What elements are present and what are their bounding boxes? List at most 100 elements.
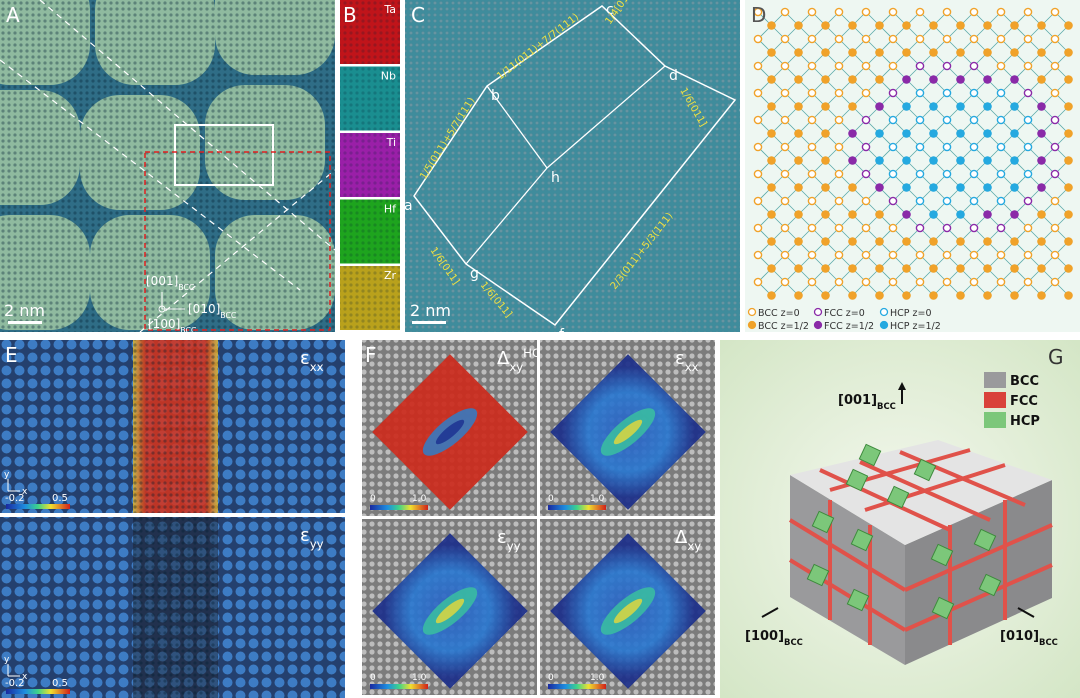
atom — [956, 21, 965, 30]
atom — [969, 250, 979, 260]
atom — [915, 169, 925, 179]
atom — [983, 102, 992, 111]
atom — [915, 223, 925, 233]
direction-label: [010]BCC — [1000, 629, 1058, 647]
direction-label: [010]BCC — [188, 302, 237, 320]
atom — [834, 88, 844, 98]
atom — [942, 277, 952, 287]
atom — [983, 156, 992, 165]
atom — [1050, 88, 1060, 98]
atom — [834, 142, 844, 152]
point-label: a — [404, 198, 413, 214]
atom — [767, 183, 776, 192]
colorbar-label: 1.0 — [590, 673, 605, 683]
dashed-guide — [139, 169, 336, 333]
atom — [780, 250, 790, 260]
atom — [1010, 129, 1019, 138]
atom — [821, 102, 830, 111]
atom — [929, 75, 938, 84]
atom — [767, 75, 776, 84]
atom — [1064, 264, 1073, 273]
atom — [1023, 169, 1033, 179]
colorbar-label: 0 — [548, 494, 554, 504]
atom — [942, 196, 952, 206]
colorbar — [6, 504, 70, 509]
atom — [983, 264, 992, 273]
atom — [956, 210, 965, 219]
atom — [794, 183, 803, 192]
legend-label: FCC z=1/2 — [824, 321, 874, 332]
atom — [929, 264, 938, 273]
hcp-node — [858, 443, 882, 467]
atom — [821, 21, 830, 30]
colorbar-label: 1.0 — [412, 494, 427, 504]
atom — [1037, 102, 1046, 111]
atom — [888, 88, 898, 98]
atom — [996, 34, 1006, 44]
atom — [1050, 34, 1060, 44]
atom — [1050, 142, 1060, 152]
atom — [983, 183, 992, 192]
colorbar — [370, 684, 428, 689]
text-part: [100] — [745, 629, 784, 644]
atom — [1023, 142, 1033, 152]
legend-swatch — [984, 372, 1006, 388]
atom — [888, 277, 898, 287]
element-label: Zr — [384, 269, 397, 282]
atom — [834, 277, 844, 287]
atom — [753, 250, 763, 260]
point-label: b — [491, 88, 500, 104]
colorbar-label: 0 — [370, 673, 376, 683]
atom — [942, 142, 952, 152]
atom — [848, 129, 857, 138]
atom — [794, 210, 803, 219]
atom — [848, 237, 857, 246]
atom — [969, 61, 979, 71]
direction-label: [100]BCC — [745, 629, 803, 647]
atom — [767, 21, 776, 30]
atom — [753, 142, 763, 152]
atom — [915, 142, 925, 152]
atom — [834, 223, 844, 233]
atom — [875, 264, 884, 273]
atom — [780, 169, 790, 179]
atom — [956, 264, 965, 273]
atom — [1010, 156, 1019, 165]
legend-label: BCC z=0 — [758, 308, 800, 319]
atom — [902, 102, 911, 111]
atom — [956, 291, 965, 300]
fcc-channel — [904, 563, 1053, 632]
atom — [956, 102, 965, 111]
hcp-node — [973, 528, 997, 552]
direction-label: [001]BCC — [146, 274, 195, 292]
atom — [821, 291, 830, 300]
atom — [767, 291, 776, 300]
legend-marker — [813, 320, 823, 330]
atom — [1023, 196, 1033, 206]
atom — [807, 61, 817, 71]
direction-label: [100]BCC — [148, 317, 197, 335]
panel-label: D — [751, 3, 766, 27]
hcp-node — [846, 588, 870, 612]
text-part: BCC — [784, 637, 803, 647]
atom — [915, 250, 925, 260]
atom — [848, 264, 857, 273]
strain-core-inner — [435, 419, 465, 445]
point-label: f — [559, 327, 565, 343]
point-label: h — [551, 170, 560, 186]
axis-label: x — [22, 672, 28, 682]
element-label: Ti — [386, 136, 396, 149]
atom — [794, 264, 803, 273]
atom — [848, 75, 857, 84]
fcc-channel — [819, 468, 951, 532]
atom — [929, 21, 938, 30]
atom — [780, 34, 790, 44]
atom — [794, 48, 803, 57]
atom — [848, 48, 857, 57]
atom — [753, 223, 763, 233]
atom — [1037, 129, 1046, 138]
strain-symbol: εyy — [300, 525, 324, 551]
colorbar-label: -0.2 — [5, 493, 25, 504]
atom — [902, 129, 911, 138]
atom — [780, 7, 790, 17]
